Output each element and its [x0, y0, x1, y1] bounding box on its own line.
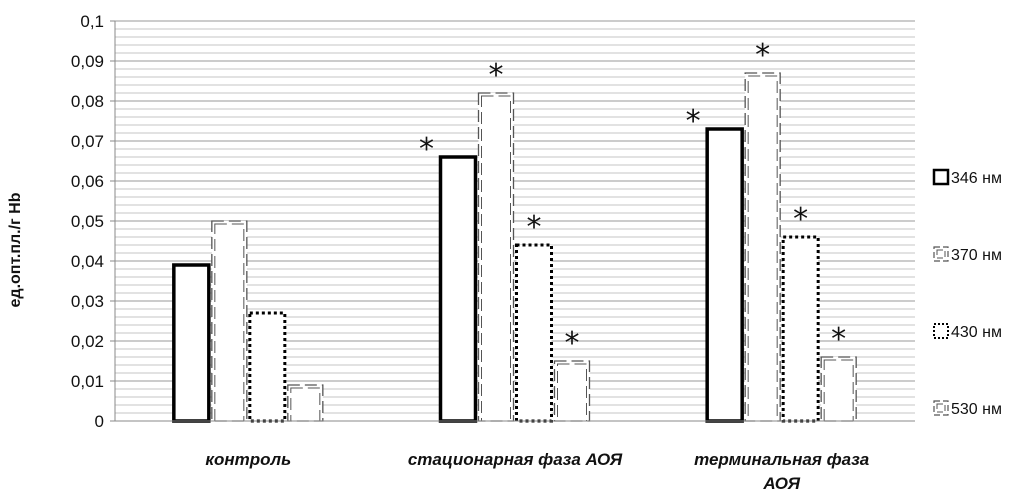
legend-label: 370 нм: [951, 247, 1002, 264]
category-label-line: стационарная фаза АОЯ: [408, 450, 623, 469]
y-tick-labels: 0 0,01 0,02 0,03 0,04 0,05 0,06 0,07 0,08 0,09 0,1: [71, 12, 104, 431]
y-tick-label: 0,07: [71, 132, 104, 151]
significance-star: *: [793, 202, 808, 237]
bar: [248, 311, 287, 423]
y-tick-label: 0,02: [71, 332, 104, 351]
bar: [438, 155, 478, 423]
legend-label: 530 нм: [951, 401, 1002, 418]
significance-star: *: [686, 104, 701, 139]
y-tick-label: 0,06: [71, 172, 104, 191]
significance-star: *: [527, 210, 542, 245]
bar: [705, 127, 744, 423]
category-label: контроль: [205, 450, 291, 469]
y-tick-label: 0,05: [71, 212, 104, 231]
bar: [172, 263, 211, 423]
bar: [744, 72, 781, 422]
legend-swatch: [933, 246, 949, 262]
legend: 346 нм 370 нм 430 нм 530 нм: [932, 168, 1002, 418]
legend-swatch-inner: [936, 403, 946, 413]
bar: [477, 92, 515, 422]
y-tick-label: 0,1: [80, 12, 104, 31]
y-tick-label: 0,08: [71, 92, 104, 111]
bar: [515, 243, 553, 423]
significance-star: *: [565, 326, 580, 361]
y-tick-label: 0,09: [71, 52, 104, 71]
significance-star: *: [419, 132, 434, 167]
category-label-line: контроль: [205, 450, 291, 469]
significance-star: *: [755, 38, 770, 73]
significance-markers: * * * * * * * *: [419, 38, 846, 361]
category-label-line: терминальная фаза: [694, 450, 869, 469]
category-label-line: АОЯ: [762, 474, 800, 493]
legend-swatch-inner: [936, 249, 946, 259]
axes: [110, 20, 915, 422]
y-tick-label: 0,04: [71, 252, 104, 271]
category-labels: контроль стационарная фаза АОЯ терминальна…: [205, 450, 869, 493]
bars: [172, 72, 857, 423]
legend-label: 430 нм: [951, 324, 1002, 341]
category-label: стационарная фаза АОЯ: [408, 450, 623, 469]
significance-star: *: [489, 58, 504, 93]
y-tick-label: 0,03: [71, 292, 104, 311]
legend-swatch: [933, 323, 949, 339]
y-axis-label: ед.опт.пл./г Hb: [7, 192, 24, 307]
legend-swatch: [932, 168, 950, 186]
legend-label: 346 нм: [951, 170, 1002, 187]
legend-swatch: [933, 400, 949, 416]
bar: [287, 384, 324, 422]
category-label: терминальная фаза АОЯ: [694, 450, 869, 493]
y-tick-label: 0: [95, 412, 104, 431]
significance-star: *: [831, 322, 846, 357]
y-tick-label: 0,01: [71, 372, 104, 391]
bar-inner-outline: [557, 363, 587, 422]
bar: [211, 220, 248, 422]
bar: [553, 360, 591, 422]
bar: [781, 235, 820, 423]
bar: [820, 356, 857, 422]
